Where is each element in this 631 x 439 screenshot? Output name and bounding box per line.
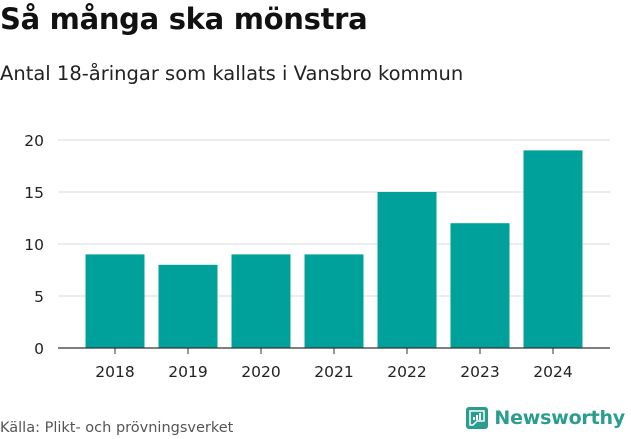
bar	[85, 254, 145, 348]
newsworthy-logo-icon	[466, 407, 489, 429]
x-tick-label: 2024	[533, 363, 572, 381]
source-note: Källa: Plikt- och prövningsverket	[0, 420, 234, 436]
x-tick-label: 2022	[387, 363, 426, 381]
brand-logo[interactable]: Newsworthy	[465, 406, 625, 430]
bar	[304, 254, 364, 348]
bar	[158, 264, 218, 348]
x-tick-label: 2019	[168, 363, 207, 381]
bar	[377, 192, 437, 348]
y-tick-label: 5	[34, 288, 44, 306]
x-tick-label: 2023	[460, 363, 499, 381]
x-tick-label: 2021	[314, 363, 353, 381]
brand-name: Newsworthy	[494, 407, 625, 429]
chart-title: Så många ska mönstra	[0, 2, 368, 36]
bar	[231, 254, 291, 348]
y-tick-label: 20	[24, 132, 44, 150]
x-tick-label: 2020	[241, 363, 280, 381]
y-tick-label: 10	[24, 236, 44, 254]
y-tick-label: 0	[34, 340, 44, 358]
bar	[523, 150, 583, 348]
chart-subtitle: Antal 18-åringar som kallats i Vansbro k…	[0, 62, 464, 85]
y-tick-label: 15	[24, 184, 44, 202]
bar	[450, 223, 510, 348]
x-tick-label: 2018	[95, 363, 134, 381]
